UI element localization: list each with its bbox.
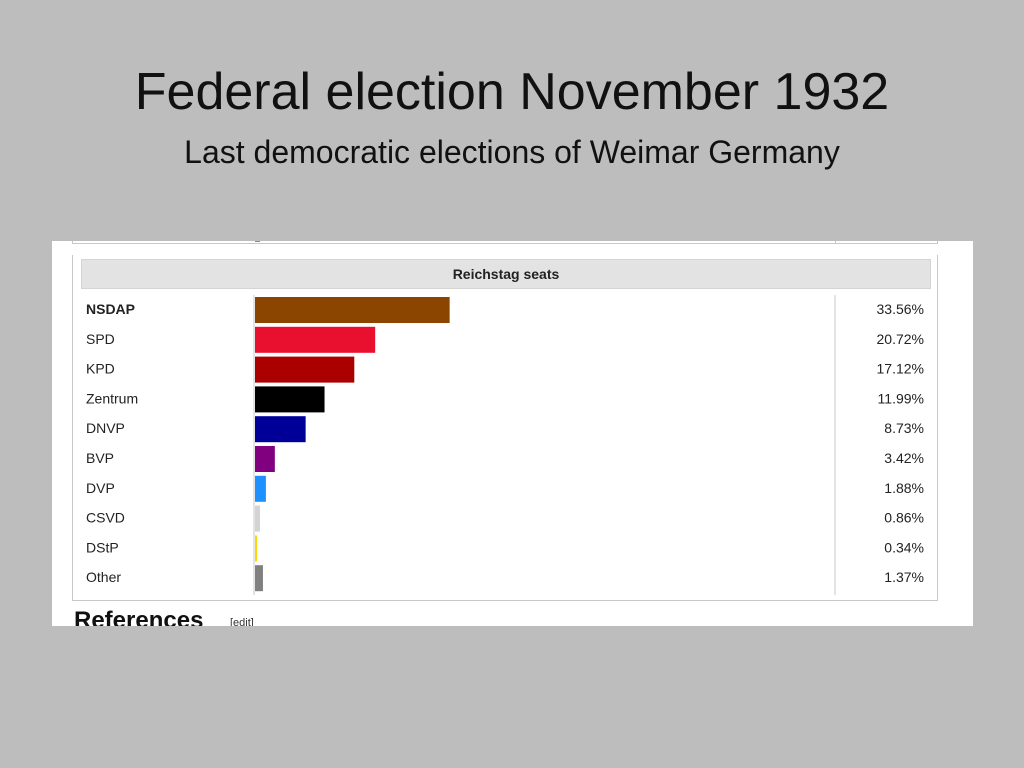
category-label-kpd: KPD [86, 361, 115, 377]
references-heading: References [74, 607, 204, 627]
table-header: Reichstag seats [81, 259, 931, 289]
value-label-spd: 20.72% [877, 331, 924, 347]
value-label-bvp: 3.42% [884, 450, 924, 466]
bar-dstp [255, 535, 257, 562]
bar-zentrum [255, 386, 325, 413]
bar-csvd [255, 505, 260, 532]
value-label-dnvp: 8.73% [884, 420, 924, 436]
value-label-nsdap: 33.56% [877, 301, 924, 317]
category-label-nsdap: NSDAP [86, 301, 135, 317]
bar-other [255, 565, 263, 592]
previous-table-row [72, 241, 938, 244]
value-label-csvd: 0.86% [884, 510, 924, 526]
category-label-bvp: BVP [86, 450, 114, 466]
bar-kpd [255, 356, 355, 383]
value-label-dstp: 0.34% [884, 539, 924, 555]
category-label-csvd: CSVD [86, 510, 125, 526]
bar-chart: NSDAP 33.56% SPD 20.72% KPD 17.12% Zentrum 11.9… [86, 295, 924, 595]
screenshot-panel: Reichstag seats NSDAP 33.56% SPD 20.72% KPD 1… [52, 241, 973, 626]
bar-nsdap [255, 297, 450, 323]
slide-subtitle: Last democratic elections of Weimar Germ… [184, 134, 840, 170]
category-label-dvp: DVP [86, 480, 115, 496]
category-label-other: Other [86, 569, 121, 585]
previous-row-bar-stub [255, 241, 260, 242]
bar-dnvp [255, 416, 306, 443]
value-label-dvp: 1.88% [884, 480, 924, 496]
category-label-spd: SPD [86, 331, 115, 347]
category-label-dnvp: DNVP [86, 420, 125, 436]
slide-title: Federal election November 1932 [134, 63, 890, 121]
category-label-zentrum: Zentrum [86, 390, 138, 406]
bar-spd [255, 326, 376, 353]
edit-link[interactable]: [edit] [230, 617, 254, 626]
previous-row-separator [835, 241, 836, 243]
category-label-dstp: DStP [86, 539, 119, 555]
bar-dvp [255, 475, 266, 502]
value-label-zentrum: 11.99% [878, 390, 924, 406]
bar-bvp [255, 446, 275, 472]
reichstag-seats-table: Reichstag seats NSDAP 33.56% SPD 20.72% KPD 1… [72, 255, 938, 601]
value-label-kpd: 17.12% [877, 361, 924, 377]
value-label-other: 1.37% [884, 569, 924, 585]
